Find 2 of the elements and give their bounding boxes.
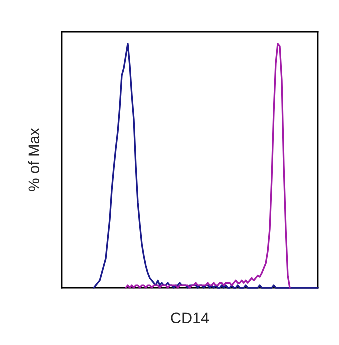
y-axis-title: % of Max: [28, 128, 40, 192]
x-axis-title: CD14: [171, 312, 210, 324]
